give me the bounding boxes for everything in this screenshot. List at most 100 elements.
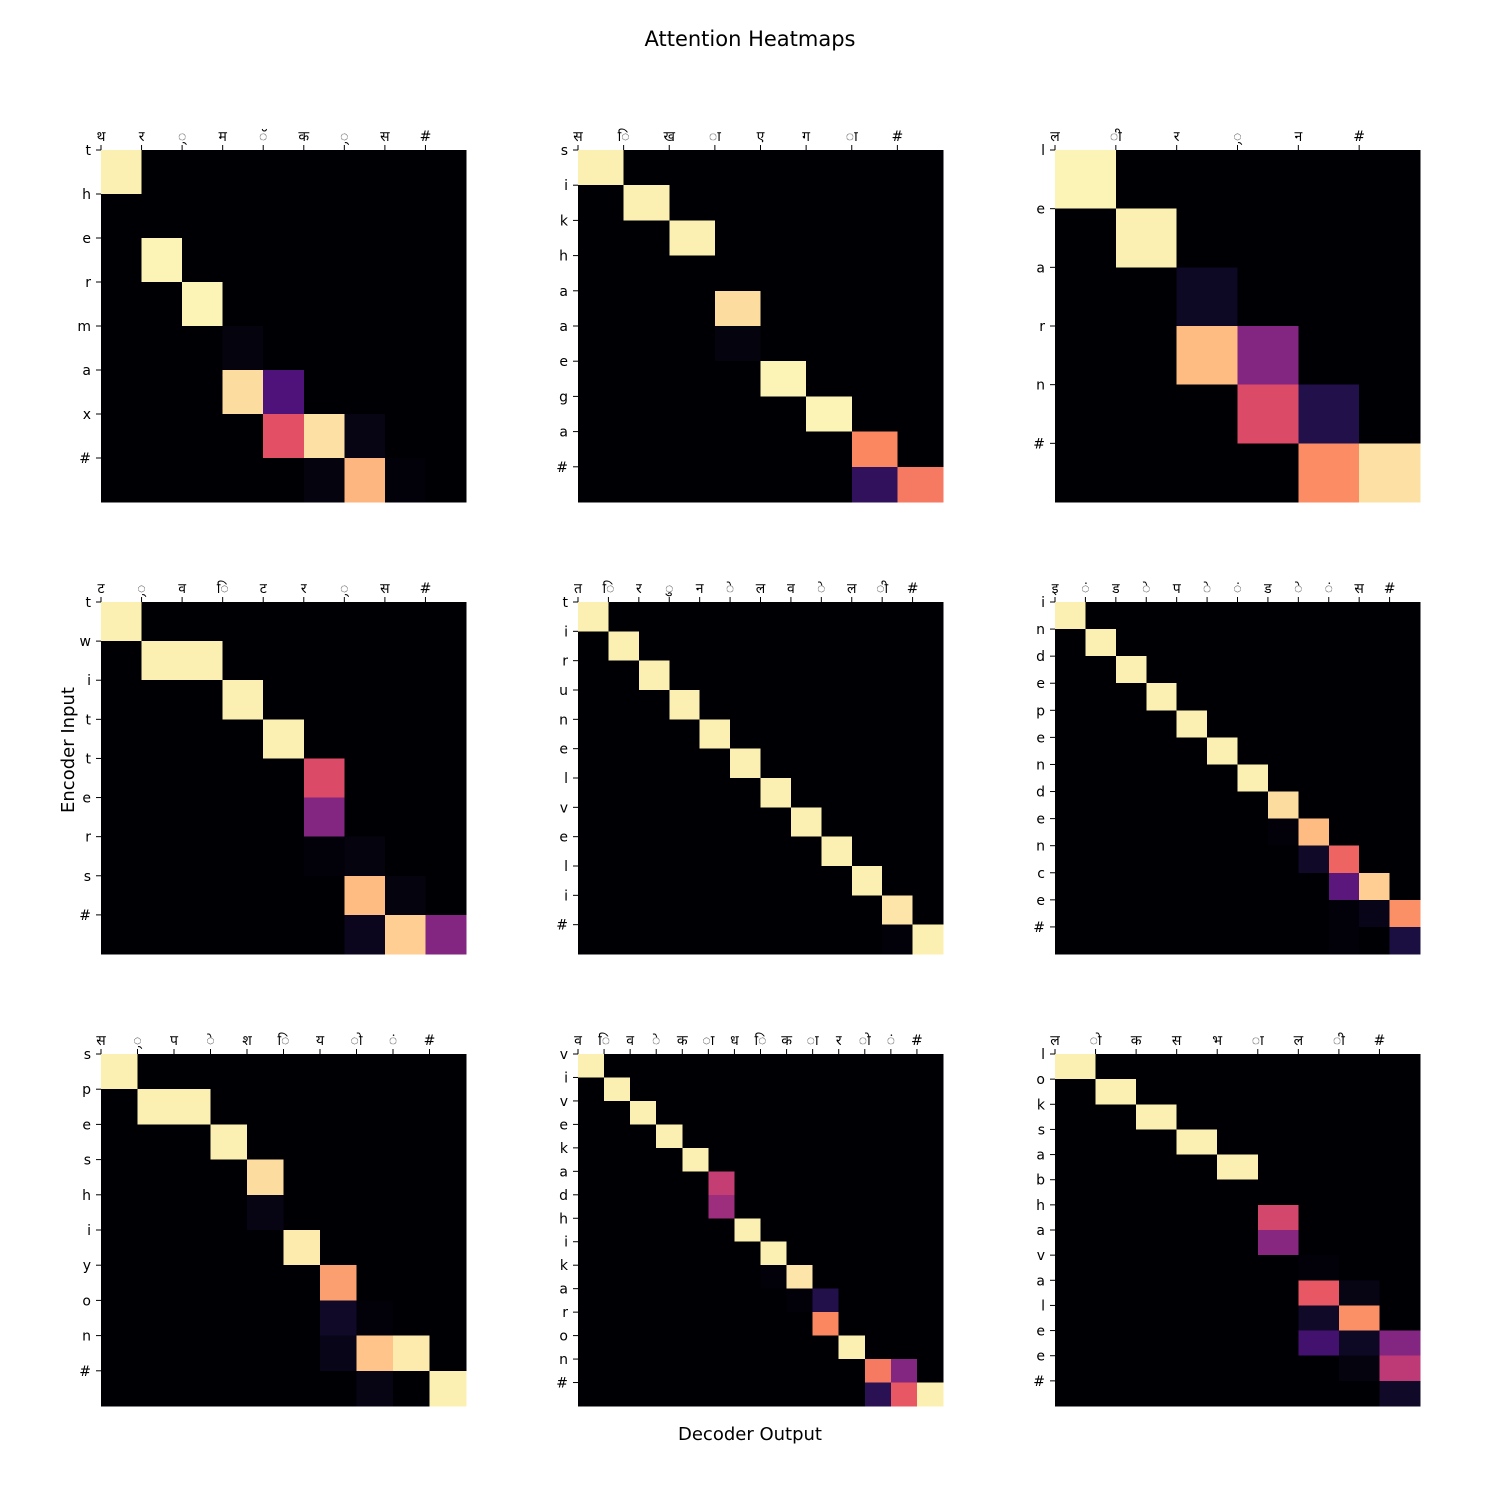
heatmap-cell bbox=[210, 1300, 248, 1337]
heatmap-cell bbox=[137, 1300, 175, 1337]
y-tick-label: # bbox=[556, 918, 568, 934]
heatmap-cell bbox=[604, 1077, 631, 1102]
heatmap-cell bbox=[283, 1159, 321, 1196]
x-tick-label: े bbox=[1294, 581, 1302, 597]
heatmap-cell bbox=[174, 1194, 212, 1231]
heatmap-cell bbox=[1338, 1204, 1381, 1231]
heatmap-cell bbox=[1298, 1280, 1340, 1307]
heatmap-cell bbox=[1176, 872, 1208, 901]
heatmap-cell bbox=[1085, 818, 1117, 847]
x-tick-label: क bbox=[1131, 1033, 1142, 1049]
heatmap-cell bbox=[812, 1382, 840, 1407]
heatmap-cell bbox=[320, 1159, 358, 1196]
heatmap-cell bbox=[384, 414, 427, 459]
heatmap-cell bbox=[429, 1265, 467, 1301]
heatmap-cell bbox=[101, 1124, 139, 1161]
heatmap-cell bbox=[669, 836, 701, 867]
heatmap-cell bbox=[174, 1124, 212, 1161]
y-tick-label: i bbox=[564, 888, 568, 904]
heatmap-cell bbox=[1217, 1129, 1259, 1156]
heatmap-cell bbox=[1207, 737, 1239, 766]
heatmap-cell bbox=[821, 748, 853, 779]
heatmap-cell bbox=[1338, 1230, 1381, 1256]
heatmap-cell bbox=[730, 660, 762, 691]
heatmap-cell bbox=[283, 1194, 321, 1231]
heatmap-cell bbox=[137, 1194, 175, 1231]
heatmap-cell bbox=[344, 719, 386, 760]
heatmap-cell bbox=[1267, 872, 1299, 901]
heatmap-cell bbox=[578, 748, 610, 779]
heatmap-cell bbox=[760, 1288, 788, 1313]
heatmap-cell bbox=[656, 1054, 683, 1079]
heatmap-cell bbox=[1055, 267, 1117, 327]
x-tick-label: ा bbox=[709, 129, 721, 145]
heatmap-cell bbox=[1115, 926, 1147, 955]
heatmap-cell bbox=[682, 1335, 709, 1360]
heatmap-cell bbox=[1237, 602, 1269, 630]
heatmap-cell bbox=[656, 1288, 683, 1313]
heatmap-cell bbox=[669, 631, 701, 662]
heatmap-cell bbox=[1055, 818, 1087, 847]
heatmap-cell bbox=[356, 1370, 394, 1407]
heatmap-cell bbox=[604, 1359, 631, 1384]
heatmap-cell bbox=[1176, 267, 1239, 327]
heatmap-cell bbox=[669, 748, 701, 779]
x-tick-label: ् bbox=[133, 1033, 142, 1049]
x-tick-label: ड bbox=[1111, 581, 1120, 597]
heatmap-cell bbox=[222, 836, 264, 877]
heatmap-cell bbox=[812, 1359, 840, 1384]
heatmap-cell bbox=[760, 1359, 788, 1384]
heatmap-cell bbox=[384, 758, 427, 799]
heatmap-cell bbox=[821, 807, 853, 838]
heatmap-cell bbox=[604, 1194, 631, 1219]
heatmap-cell bbox=[1115, 791, 1147, 820]
heatmap-cell bbox=[882, 660, 914, 691]
heatmap-cell bbox=[174, 1300, 212, 1337]
heatmap-cell bbox=[734, 1147, 762, 1172]
x-tick-label: # bbox=[1353, 129, 1365, 145]
y-tick-label: # bbox=[556, 460, 568, 476]
heatmap-cell bbox=[682, 1124, 709, 1149]
heatmap-cell bbox=[1146, 764, 1178, 793]
heatmap-cell bbox=[760, 807, 792, 838]
heatmap-cell bbox=[247, 1054, 285, 1090]
heatmap-cell bbox=[1379, 1154, 1421, 1181]
heatmap-cell bbox=[890, 1359, 918, 1384]
x-tick-label: ं bbox=[1081, 581, 1089, 597]
heatmap-cell bbox=[1338, 1129, 1381, 1156]
heatmap-cell bbox=[1115, 737, 1147, 766]
heatmap-cell bbox=[247, 1159, 285, 1196]
y-tick-label: a bbox=[1036, 260, 1045, 276]
heatmap-cell bbox=[669, 396, 716, 433]
y-tick-label: # bbox=[1033, 920, 1045, 936]
heatmap-cell bbox=[734, 1382, 762, 1407]
y-tick-label: a bbox=[559, 284, 568, 300]
heatmap-cell bbox=[101, 458, 143, 503]
heatmap-cell bbox=[623, 150, 670, 186]
heatmap-cell bbox=[1267, 629, 1299, 657]
heatmap-cell bbox=[263, 150, 305, 195]
x-tick-label: प bbox=[1173, 581, 1182, 597]
heatmap-cell bbox=[1359, 656, 1391, 684]
heatmap-cell bbox=[1379, 1255, 1421, 1281]
heatmap-cell bbox=[1237, 737, 1269, 766]
x-tick-label: ल bbox=[1050, 129, 1060, 145]
heatmap-cell bbox=[1298, 443, 1360, 503]
heatmap-cell bbox=[384, 875, 427, 916]
heatmap-cell bbox=[1379, 1380, 1421, 1407]
heatmap-cell bbox=[714, 255, 762, 292]
heatmap-cell bbox=[578, 466, 625, 503]
heatmap-cell bbox=[760, 1171, 788, 1196]
heatmap-cell bbox=[1338, 1255, 1381, 1281]
y-tick-label: a bbox=[1036, 1148, 1045, 1164]
heatmap-cell bbox=[916, 1265, 944, 1290]
heatmap-cell bbox=[1055, 1079, 1097, 1105]
heatmap-cell bbox=[669, 690, 701, 720]
heatmap-cell bbox=[708, 1359, 736, 1384]
heatmap-cell bbox=[851, 290, 898, 327]
y-tick-label: a bbox=[82, 363, 91, 379]
heatmap-cell bbox=[656, 1382, 683, 1407]
heatmap-cell bbox=[425, 326, 467, 371]
heatmap-cell bbox=[1298, 1355, 1340, 1382]
heatmap-cell bbox=[623, 396, 670, 433]
